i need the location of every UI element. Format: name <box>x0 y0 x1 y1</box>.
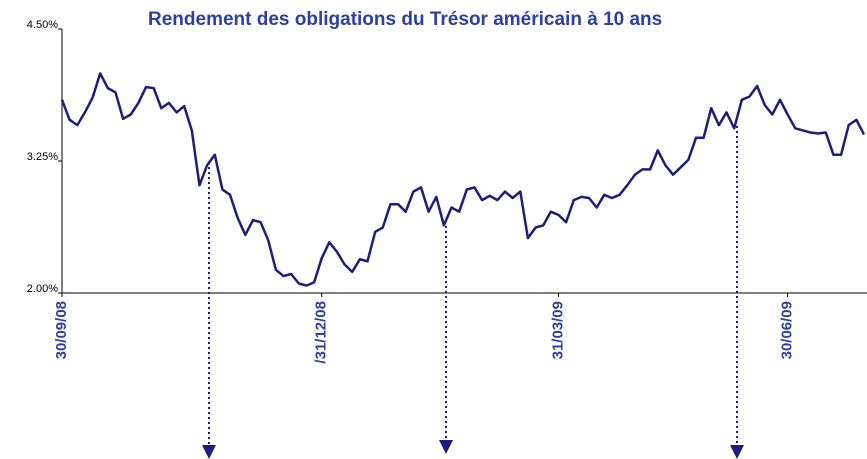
line-series <box>60 72 866 287</box>
arrows <box>208 126 738 445</box>
arrowhead <box>730 445 744 459</box>
x-tick-label: 30/06/09 <box>779 301 796 359</box>
chart-title: Rendement des obligations du Trésor amér… <box>148 9 662 30</box>
arrowhead <box>439 440 453 454</box>
arrowheads <box>202 440 744 459</box>
x-tick-label: 31/03/09 <box>549 301 566 359</box>
y-tick-label: 4.50% <box>27 19 58 31</box>
x-tick-label: 30/09/08 <box>53 301 70 359</box>
x-tick-label: /31/12/08 <box>313 301 330 364</box>
y-tick-label: 3.25% <box>27 151 58 163</box>
arrowhead <box>202 445 216 459</box>
y-tick-label: 2.00% <box>27 283 58 295</box>
